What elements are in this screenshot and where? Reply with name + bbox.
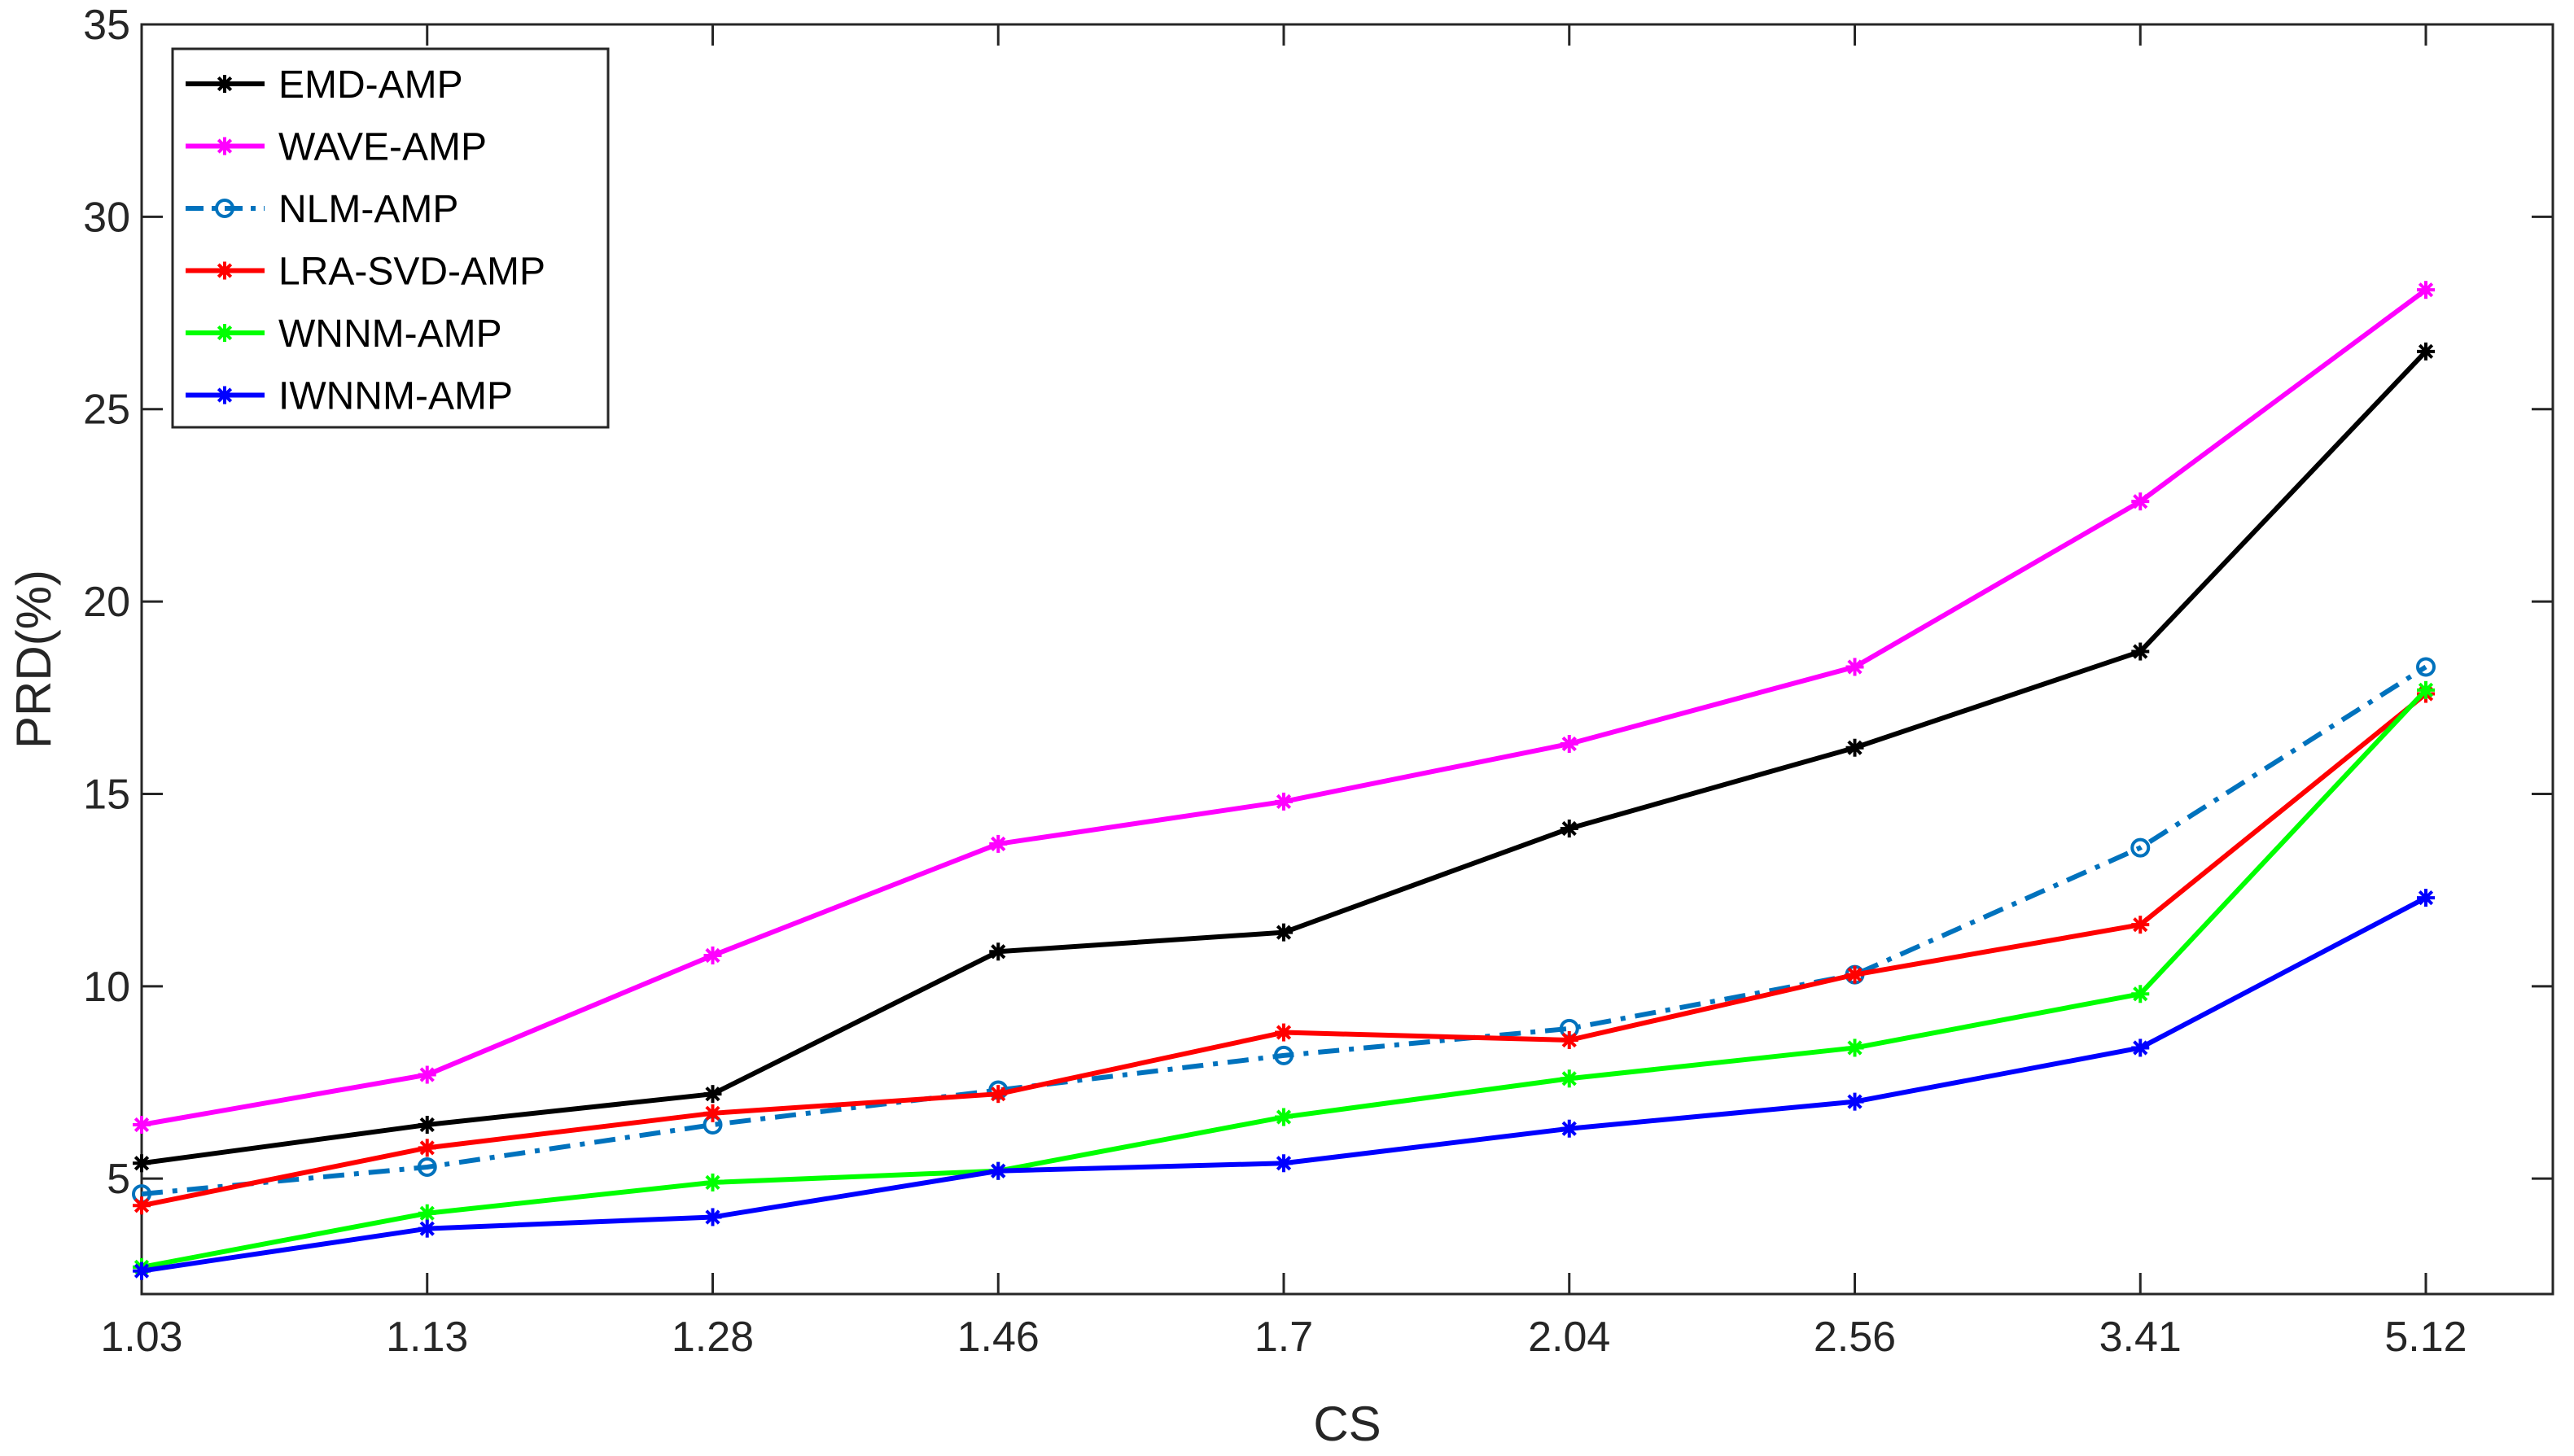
- data-point: [1560, 820, 1578, 837]
- data-point: [2417, 889, 2435, 907]
- data-point: [133, 1261, 151, 1280]
- data-point: [1274, 1045, 1294, 1065]
- data-point: [989, 1161, 1008, 1180]
- data-point: [1560, 735, 1578, 753]
- data-point: [418, 1204, 436, 1222]
- data-point: [133, 1154, 151, 1173]
- legend-entry-wave-amp: WAVE-AMP: [186, 126, 487, 169]
- data-point: [703, 947, 722, 964]
- data-point: [703, 1173, 722, 1191]
- y-axis: 5 10 15 20 25 30 35: [83, 2, 2553, 1203]
- x-tick-label: 3.41: [2099, 1314, 2182, 1361]
- x-axis-label: CS: [1313, 1397, 1381, 1451]
- data-point: [417, 1157, 437, 1177]
- data-point: [1845, 738, 1864, 757]
- legend-marker: [215, 199, 234, 218]
- legend-label: WAVE-AMP: [278, 126, 487, 169]
- legend-box: [171, 47, 610, 429]
- legend-label: EMD-AMP: [278, 63, 463, 107]
- x-tick-label: 1.03: [100, 1314, 182, 1361]
- legend-label: NLM-AMP: [278, 188, 458, 231]
- legend-entry-lra-svd-amp: LRA-SVD-AMP: [186, 251, 545, 294]
- series-line-nlm-amp: [141, 664, 2427, 1197]
- y-axis-label: PRD(%): [7, 570, 61, 749]
- data-point: [2130, 837, 2151, 858]
- series-iwnnm-amp: [133, 889, 2435, 1280]
- data-point: [2131, 985, 2150, 1003]
- legend-entry-emd-amp: EMD-AMP: [186, 63, 463, 107]
- data-point: [703, 1208, 722, 1226]
- data-point: [1560, 1069, 1578, 1088]
- data-point: [1845, 1038, 1864, 1057]
- data-point: [2417, 342, 2435, 361]
- series-wave-amp: [133, 281, 2435, 1134]
- data-point: [418, 1116, 436, 1134]
- data-point: [2131, 916, 2150, 934]
- legend: EMD-AMP WAVE-AMP NLM-AMP LRA-SVD-AMP WNNM-AM…: [171, 47, 610, 429]
- data-point: [989, 834, 1008, 853]
- x-axis: 1.03 1.13 1.28 1.46 1.7 2.04 2.56 3.41 5.12: [100, 24, 2467, 1361]
- y-tick-label: 15: [83, 771, 130, 818]
- data-point: [1275, 1108, 1293, 1126]
- legend-entry-wnnm-amp: WNNM-AMP: [186, 313, 502, 356]
- y-tick-label: 10: [83, 964, 130, 1011]
- data-point: [418, 1219, 436, 1238]
- data-point: [2131, 1038, 2150, 1057]
- data-point: [418, 1065, 436, 1084]
- data-point: [989, 1085, 1008, 1104]
- legend-entry-iwnnm-amp: IWNNM-AMP: [186, 375, 513, 418]
- x-tick-label: 5.12: [2384, 1314, 2467, 1361]
- x-tick-label: 1.28: [672, 1314, 754, 1361]
- legend-label: IWNNM-AMP: [278, 375, 513, 418]
- x-tick-label: 1.13: [386, 1314, 468, 1361]
- x-tick-label: 1.46: [957, 1314, 1040, 1361]
- data-point: [2131, 492, 2150, 511]
- data-point: [1275, 1154, 1293, 1173]
- legend-label: LRA-SVD-AMP: [278, 251, 545, 294]
- series-emd-amp: [133, 342, 2435, 1173]
- series-layer: [132, 281, 2436, 1280]
- data-point: [1275, 1023, 1293, 1042]
- data-point: [133, 1196, 151, 1215]
- legend-marker: [216, 137, 234, 155]
- data-point: [1275, 923, 1293, 942]
- data-point: [2416, 657, 2436, 677]
- data-point: [703, 1104, 722, 1122]
- legend-marker: [216, 261, 234, 280]
- data-point: [989, 942, 1008, 961]
- data-point: [1560, 1031, 1578, 1049]
- data-point: [1845, 965, 1864, 984]
- data-point: [2131, 642, 2150, 661]
- legend-marker: [216, 386, 234, 404]
- data-point: [703, 1085, 722, 1104]
- data-point: [1845, 1092, 1864, 1111]
- data-point: [1275, 792, 1293, 811]
- legend-label: WNNM-AMP: [278, 313, 502, 356]
- x-tick-label: 2.56: [1814, 1314, 1896, 1361]
- data-point: [2417, 680, 2435, 699]
- legend-marker: [216, 75, 234, 93]
- y-tick-label: 20: [83, 579, 130, 626]
- y-tick-label: 35: [83, 2, 130, 49]
- x-tick-label: 2.04: [1528, 1314, 1610, 1361]
- data-point: [1560, 1119, 1578, 1138]
- legend-marker: [216, 324, 234, 342]
- data-point: [1845, 658, 1864, 676]
- data-point: [418, 1139, 436, 1157]
- legend-entry-nlm-amp: NLM-AMP: [186, 188, 458, 231]
- data-point: [133, 1116, 151, 1134]
- y-tick-label: 25: [83, 387, 130, 434]
- x-tick-label: 1.7: [1254, 1314, 1313, 1361]
- y-tick-label: 5: [107, 1156, 130, 1203]
- y-tick-label: 30: [83, 194, 130, 241]
- data-point: [2417, 281, 2435, 300]
